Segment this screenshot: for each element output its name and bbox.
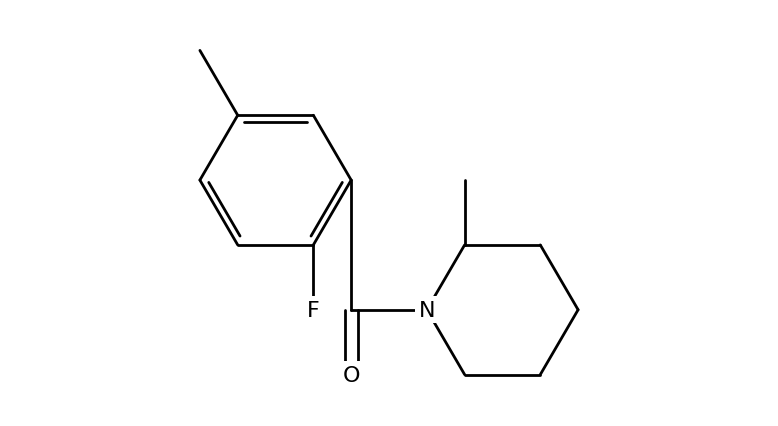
Text: N: N (419, 300, 435, 320)
Text: O: O (342, 365, 360, 385)
Text: F: F (307, 300, 320, 320)
